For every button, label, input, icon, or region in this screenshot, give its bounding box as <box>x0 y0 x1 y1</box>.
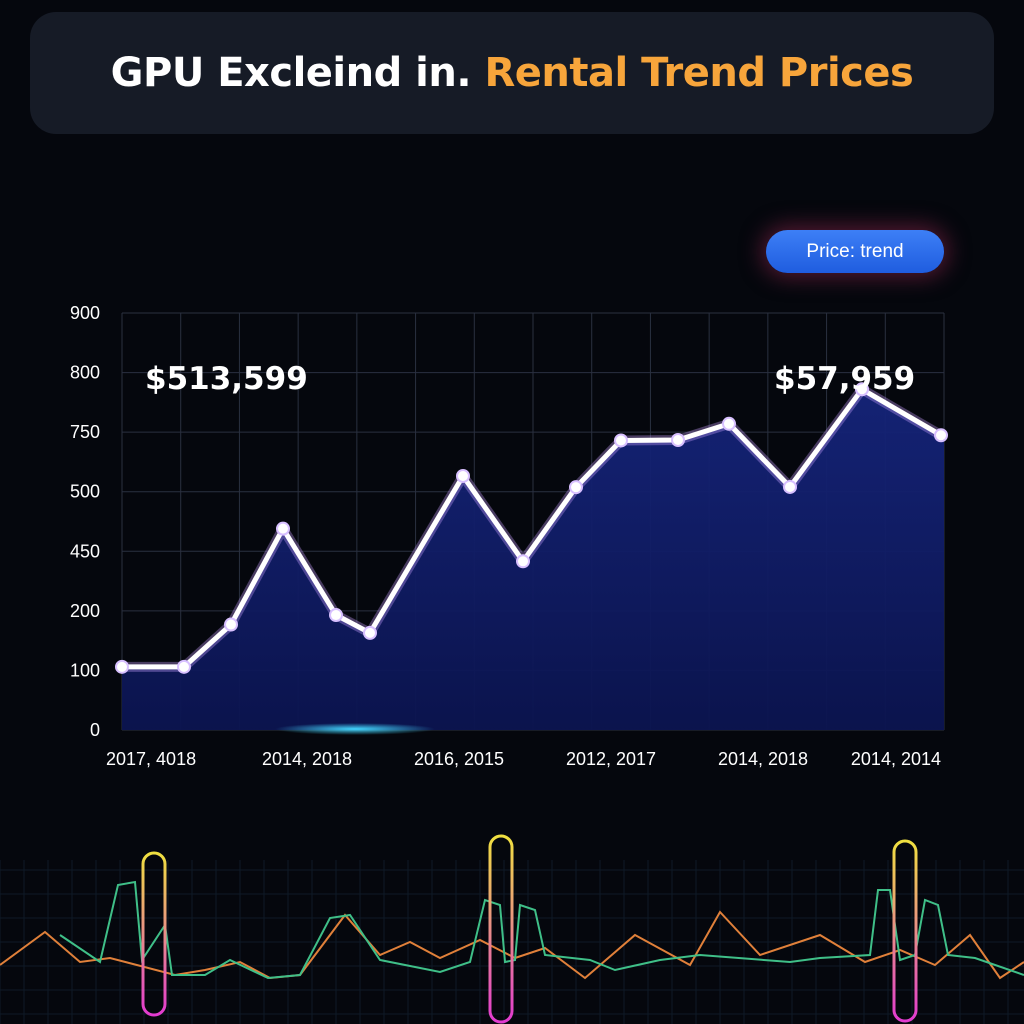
data-point <box>177 659 191 674</box>
decorative-waveform <box>0 834 1024 1024</box>
y-tick-label: 200 <box>70 601 100 621</box>
chart-title-part1: GPU Excleind in. <box>110 50 472 96</box>
callout-right: $57,959 <box>774 361 915 397</box>
y-tick-label: 0 <box>90 720 100 740</box>
waveform-orange <box>0 910 1024 980</box>
y-tick-label: 450 <box>70 541 100 561</box>
x-tick-label: 2016, 2015 <box>414 749 504 769</box>
x-tick-label: 2014, 2014 <box>851 749 941 769</box>
area-fill <box>122 389 944 730</box>
y-tick-label: 500 <box>70 482 100 502</box>
waveform-spike-1 <box>141 851 167 1017</box>
data-point <box>329 608 343 623</box>
legend-badge: Price: trend <box>766 230 944 273</box>
y-tick-label: 800 <box>70 363 100 383</box>
x-tick-label: 2014, 2018 <box>718 749 808 769</box>
data-point <box>224 617 238 632</box>
data-point <box>671 433 685 448</box>
data-point <box>456 468 470 483</box>
title-panel: GPU Excleind in. Rental Trend Prices <box>30 12 994 134</box>
callout-left: $513,599 <box>145 361 308 397</box>
data-point <box>934 428 948 443</box>
data-point <box>614 433 628 448</box>
waveform-green <box>59 880 1024 980</box>
data-point <box>569 480 583 495</box>
data-point <box>115 659 129 674</box>
waveform-spike-3 <box>892 839 918 1023</box>
waveform-spike-2 <box>488 834 514 1024</box>
data-point <box>516 554 530 569</box>
data-point <box>783 479 797 494</box>
x-axis-labels: 2017, 4018 2014, 2018 2016, 2015 2012, 2017… <box>106 749 941 769</box>
data-point <box>363 625 377 640</box>
data-points <box>115 382 948 674</box>
y-tick-label: 900 <box>70 303 100 323</box>
y-axis-labels: 0 100 200 450 500 750 800 900 <box>70 303 100 740</box>
y-tick-label: 100 <box>70 660 100 680</box>
baseline-glow <box>275 723 435 735</box>
y-tick-label: 750 <box>70 422 100 442</box>
chart-title: GPU Excleind in. Rental Trend Prices <box>111 50 914 96</box>
x-tick-label: 2014, 2018 <box>262 749 352 769</box>
data-point <box>722 416 736 431</box>
data-point <box>276 521 290 536</box>
x-tick-label: 2012, 2017 <box>566 749 656 769</box>
chart-title-part2: Rental Trend Prices <box>484 50 914 96</box>
data-point <box>855 382 869 397</box>
x-tick-label: 2017, 4018 <box>106 749 196 769</box>
